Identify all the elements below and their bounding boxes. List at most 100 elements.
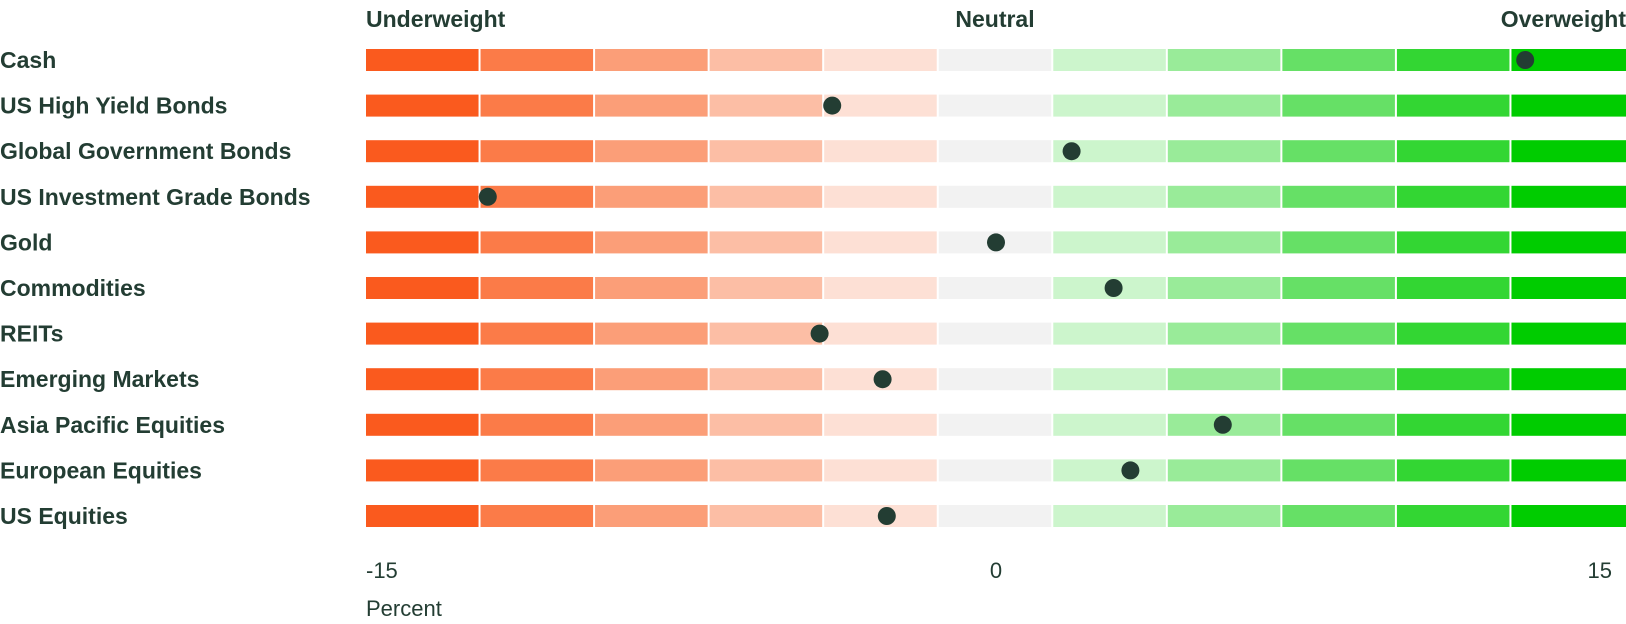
scale-band	[1282, 231, 1395, 254]
scale-band	[1282, 505, 1395, 527]
scale-band	[1396, 277, 1510, 299]
scale-band	[480, 140, 594, 163]
scale-band	[1053, 185, 1166, 208]
scale-band	[1511, 140, 1626, 163]
row-label: European Equities	[0, 457, 202, 483]
scale-band	[1396, 322, 1510, 345]
position-dot	[873, 370, 892, 389]
scale-band	[595, 459, 708, 482]
position-dot	[877, 507, 896, 525]
scale-band	[480, 185, 594, 208]
scale-band	[709, 185, 823, 208]
scale-band	[595, 368, 708, 391]
scale-band	[366, 49, 479, 71]
row-us-equities: US Equities	[0, 503, 1626, 529]
row-label: Emerging Markets	[0, 366, 199, 392]
scale-band	[480, 49, 594, 71]
scale-band	[824, 277, 937, 299]
position-dot	[478, 187, 497, 206]
row-label: US Investment Grade Bonds	[0, 184, 311, 210]
scale-band	[938, 277, 1052, 299]
scale-band	[1396, 49, 1510, 71]
scale-band	[1167, 322, 1281, 345]
scale-band	[709, 413, 823, 436]
scale-band	[1167, 49, 1281, 71]
scale-band	[595, 505, 708, 527]
scale-band	[709, 140, 823, 163]
scale-band	[824, 94, 937, 117]
scale-band	[824, 231, 937, 254]
scale-band	[1053, 368, 1166, 391]
row-commodities: Commodities	[0, 275, 1626, 301]
scale-band	[1282, 368, 1395, 391]
scale-band	[1282, 413, 1395, 436]
scale-band	[480, 459, 594, 482]
row-us-high-yield-bonds: US High Yield Bonds	[0, 93, 1626, 119]
rows-layer: Cash US High Yield Bonds Global Government…	[0, 47, 1626, 529]
scale-band	[1167, 368, 1281, 391]
scale-band	[480, 322, 594, 345]
scale-band	[938, 140, 1052, 163]
scale-band	[1167, 277, 1281, 299]
scale-band	[1282, 49, 1395, 71]
scale-band	[1167, 185, 1281, 208]
row-reits: REITs	[0, 321, 1626, 347]
row-label: Commodities	[0, 275, 146, 301]
scale-band	[480, 94, 594, 117]
scale-band	[709, 94, 823, 117]
scale-band	[1282, 140, 1395, 163]
scale-band	[595, 49, 708, 71]
scale-band	[366, 231, 479, 254]
scale-band	[938, 49, 1052, 71]
scale-band	[709, 231, 823, 254]
row-global-government-bonds: Global Government Bonds	[0, 138, 1626, 164]
scale-band	[366, 322, 479, 345]
position-dot	[1213, 415, 1232, 434]
scale-band	[938, 368, 1052, 391]
scale-band	[595, 413, 708, 436]
scale-band	[938, 185, 1052, 208]
row-label: REITs	[0, 321, 63, 347]
scale-band	[1396, 459, 1510, 482]
scale-band	[366, 459, 479, 482]
position-dot	[1062, 142, 1081, 161]
scale-band	[480, 505, 594, 527]
row-label: Gold	[0, 229, 52, 255]
scale-band	[1053, 49, 1166, 71]
scale-band	[1053, 231, 1166, 254]
scale-band	[824, 49, 937, 71]
scale-band	[1053, 94, 1166, 117]
x-tick-label: 15	[1588, 558, 1612, 583]
scale-band	[595, 185, 708, 208]
scale-band	[1167, 459, 1281, 482]
scale-band	[1511, 277, 1626, 299]
scale-band	[938, 94, 1052, 117]
scale-band	[595, 322, 708, 345]
scale-band	[1053, 505, 1166, 527]
scale-band	[938, 505, 1052, 527]
row-us-investment-grade-bonds: US Investment Grade Bonds	[0, 184, 1626, 210]
scale-band	[1053, 322, 1166, 345]
scale-band	[709, 368, 823, 391]
scale-band	[1511, 322, 1626, 345]
scale-band	[480, 413, 594, 436]
scale-band	[1511, 94, 1626, 117]
scale-band	[1282, 277, 1395, 299]
scale-band	[366, 140, 479, 163]
scale-band	[1511, 459, 1626, 482]
scale-band	[1396, 413, 1510, 436]
scale-band	[1167, 231, 1281, 254]
scale-band	[1396, 140, 1510, 163]
scale-band	[1167, 140, 1281, 163]
header-neutral: Neutral	[955, 6, 1034, 32]
scale-band	[1396, 368, 1510, 391]
scale-band	[824, 413, 937, 436]
scale-band	[1282, 459, 1395, 482]
x-axis-title: Percent	[366, 596, 442, 621]
scale-band	[1396, 505, 1510, 527]
scale-band	[366, 94, 479, 117]
position-dot	[823, 96, 842, 115]
scale-band	[1053, 140, 1166, 163]
scale-band	[709, 505, 823, 527]
scale-band	[1053, 459, 1166, 482]
